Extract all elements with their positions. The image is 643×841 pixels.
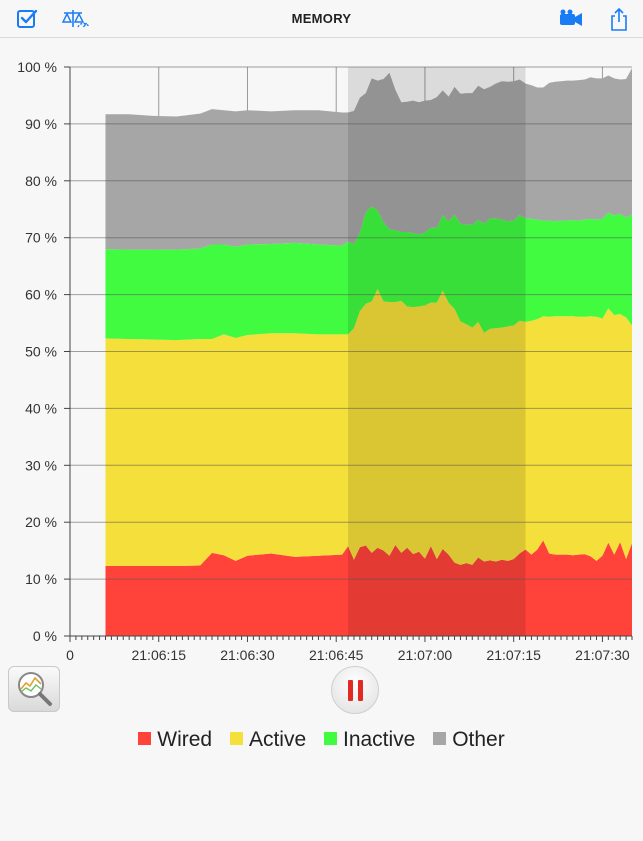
- legend: Wired Active Inactive Other: [0, 728, 643, 752]
- y-tick-labels: 0 % 10 % 20 % 30 % 40 % 50 % 60 % 70 % 80 % 90 % 1…: [17, 59, 57, 644]
- axes: [64, 66, 632, 642]
- x-tick-label: 21:07:00: [398, 647, 453, 663]
- stacked-areas: [105, 68, 632, 636]
- y-tick-label: 100 %: [17, 59, 57, 75]
- toolbar: MEMORY: [0, 0, 643, 38]
- zoom-button[interactable]: [8, 666, 60, 712]
- area-series-other: [105, 68, 632, 250]
- x-origin-label: 0: [66, 647, 74, 663]
- y-tick-label: 20 %: [25, 514, 57, 530]
- x-tick-label: 21:06:45: [309, 647, 364, 663]
- legend-swatch: [229, 732, 243, 745]
- y-tick-label: 0 %: [33, 628, 57, 644]
- legend-swatch: [323, 732, 337, 745]
- area-series-wired: [105, 540, 632, 636]
- balance-scale-icon[interactable]: [62, 7, 90, 31]
- x-tick-label: 21:06:15: [131, 647, 186, 663]
- horizontal-gridlines: [70, 66, 632, 580]
- legend-label: Inactive: [342, 728, 416, 751]
- legend-label: Active: [248, 728, 307, 751]
- y-tick-label: 50 %: [25, 344, 57, 360]
- share-icon[interactable]: [607, 7, 631, 31]
- video-camera-icon[interactable]: [557, 7, 585, 31]
- y-tick-label: 40 %: [25, 400, 57, 416]
- legend-label: Wired: [157, 728, 213, 751]
- memory-area-chart[interactable]: 0 % 10 % 20 % 30 % 40 % 50 % 60 % 70 % 80 % 90 % 1…: [0, 40, 643, 670]
- y-tick-label: 70 %: [25, 230, 57, 246]
- minor-ticks: [69, 636, 633, 642]
- y-tick-label: 10 %: [25, 571, 57, 587]
- x-tick-label: 21:06:30: [220, 647, 275, 663]
- x-tick-labels: 0 21:06:15 21:06:30 21:06:45 21:07:00 21:07:1…: [66, 647, 630, 663]
- area-series-inactive: [105, 206, 632, 341]
- y-tick-label: 30 %: [25, 457, 57, 473]
- x-tick-label: 21:07:15: [486, 647, 541, 663]
- legend-item-inactive: Inactive: [323, 728, 416, 752]
- magnifier-chart-icon: [18, 672, 52, 706]
- x-tick-label: 21:07:30: [575, 647, 630, 663]
- y-tick-label: 80 %: [25, 173, 57, 189]
- pause-button[interactable]: [331, 666, 379, 714]
- legend-item-other: Other: [433, 728, 505, 752]
- legend-label: Other: [452, 728, 505, 751]
- page-title: MEMORY: [291, 11, 352, 26]
- area-series-active: [105, 288, 632, 567]
- legend-item-wired: Wired: [138, 728, 212, 752]
- y-tick-label: 60 %: [25, 287, 57, 303]
- legend-swatch: [433, 732, 447, 745]
- checkbox-icon[interactable]: [15, 7, 39, 31]
- legend-item-active: Active: [229, 728, 307, 752]
- legend-swatch: [138, 732, 152, 745]
- y-tick-label: 90 %: [25, 116, 57, 132]
